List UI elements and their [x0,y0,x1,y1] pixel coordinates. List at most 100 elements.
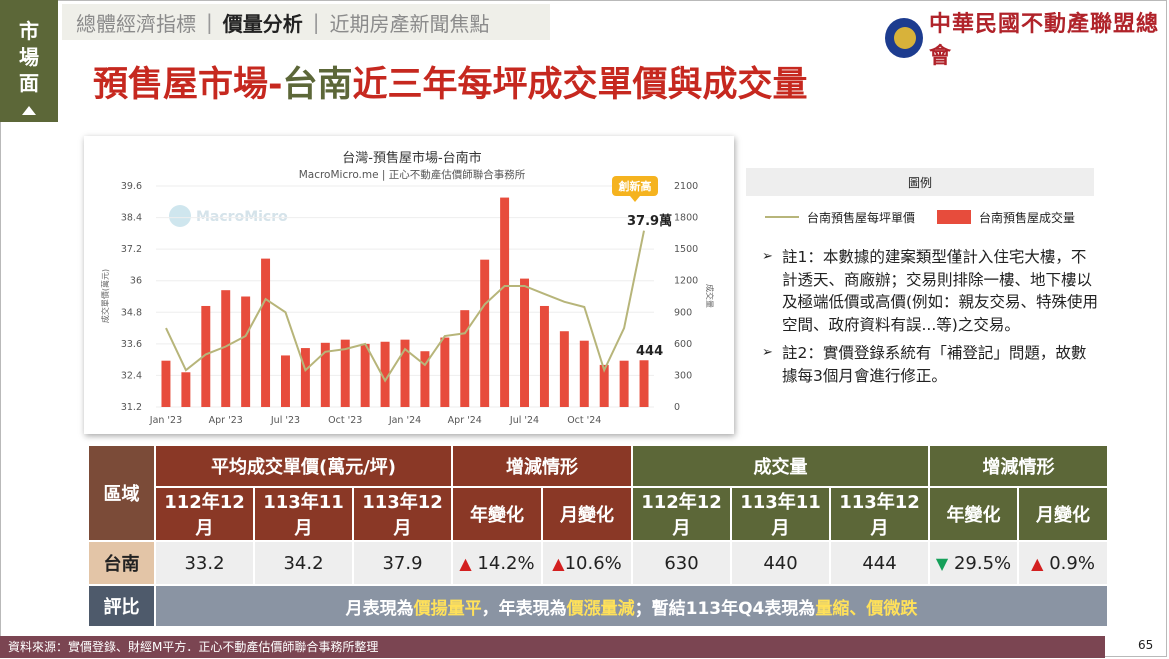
left-tick-label: 36 [130,276,142,287]
triangle-up-icon [22,106,36,115]
volume-bar [539,305,549,407]
nav-tab-news[interactable]: 近期房產新聞焦點 [329,11,490,36]
volume-bar [261,258,271,407]
volume-header: 成交量 [633,446,929,486]
table-cell: ▲10.6% [543,542,631,584]
region-header: 區域 [89,446,154,540]
volume-bar [480,259,490,407]
nav-bar: 總體經濟指標 | 價量分析 | 近期房產新聞焦點 [62,4,550,40]
table-cell: 33.2 [156,542,253,584]
right-tick-label: 1200 [674,276,698,287]
vol-yoy-value: 29.5% [953,552,1012,574]
eval-part: 月表現為 [345,598,414,619]
sub-header: 月變化 [1019,488,1108,540]
nav-tab-macro[interactable]: 總體經濟指標 [76,11,196,36]
right-tick-label: 600 [674,339,692,350]
section-tab-char: 面 [19,71,39,95]
left-tick-label: 33.6 [121,339,142,350]
emblem-icon [885,18,923,58]
table-cell: 34.2 [255,542,352,584]
volume-bar [161,360,171,407]
sub-header: 月變化 [543,488,631,540]
eval-highlight: 量縮、價微跌 [815,598,918,619]
chart-panel: 台灣-預售屋市場-台南市 MacroMicro.me | 正心不動產估價師聯合事… [84,136,734,434]
combo-chart: 台灣-預售屋市場-台南市 MacroMicro.me | 正心不動產估價師聯合事… [100,150,715,426]
page-title: 預售屋市場-台南近三年每坪成交單價與成交量 [93,56,808,107]
eval-highlight: 價漲量減 [566,598,635,619]
price-change-header: 增減情形 [453,446,631,486]
nav-tab-price-volume[interactable]: 價量分析 [222,11,303,36]
left-tick-label: 39.6 [121,181,142,192]
evaluation-text: 月表現為價揚量平，年表現為價漲量減；暫結113年Q4表現為量縮、價微跌 [156,586,1108,626]
note-item: ➢ 註1：本數據的建案類型僅計入住宅大樓，不計透天、商廠辦；交易則排除一樓、地下… [762,246,1100,336]
right-tick-label: 300 [674,370,692,381]
volume-change-header: 增減情形 [930,446,1108,486]
down-triangle-icon: ▼ [935,553,949,573]
x-tick-label: Jan '24 [388,415,421,426]
arrow-bullet-icon: ➢ [762,249,773,264]
nav-separator: | [206,10,213,34]
volume-bar [400,339,410,407]
table-cell: ▼ 29.5% [930,542,1018,584]
title-part: 預售屋市場- [93,65,283,105]
left-axis-label: 成交單價(萬元) [100,269,110,323]
table-cell: 440 [732,542,829,584]
legend-line-label: 台南預售屋每坪單價 [806,210,915,225]
right-tick-label: 900 [674,307,692,318]
volume-bar [360,343,370,407]
volume-bar [440,337,450,407]
sub-header: 年變化 [930,488,1018,540]
note-text: 註2：實價登錄系統有「補登記」問題，故數據每3個月會進行修正。 [782,344,1087,385]
title-part: 近三年每坪成交單價與成交量 [352,65,808,105]
record-high-badge: 創新高 [612,176,658,202]
region-name: 台南 [89,542,154,584]
x-tick-label: Apr '23 [209,415,243,426]
left-tick-label: 38.4 [121,213,142,224]
vol-mom-value: 0.9% [1049,552,1095,574]
volume-bar [460,310,470,407]
volume-bar [639,360,649,407]
volume-bar [559,331,569,407]
sub-header: 113年12月 [354,488,451,540]
volume-bar [500,197,510,407]
section-tab[interactable]: 市 場 面 [0,0,58,122]
right-axis-label: 成交量 [705,284,715,308]
volume-bar [181,372,191,407]
up-triangle-icon: ▲ [552,553,565,573]
logo-text: 中華民國不動產聯盟總會 [928,11,1159,69]
volume-bar [420,351,430,407]
volume-bar [320,342,330,407]
table-cell: ▲ 14.2% [453,542,541,584]
left-tick-label: 37.2 [121,244,142,255]
right-tick-label: 0 [674,402,680,413]
sub-header: 112年12月 [156,488,253,540]
chart-subtitle: MacroMicro.me | 正心不動產估價師聯合事務所 [299,168,526,181]
volume-bar [201,305,211,407]
table-cell: ▲ 0.9% [1019,542,1108,584]
arrow-bullet-icon: ➢ [762,345,773,360]
page-number: 65 [1138,638,1154,652]
volume-bar [300,348,310,407]
volume-bar [280,355,290,407]
source-footer: 資料來源：實價登錄、財經M平方．正心不動產估價師聯合事務所整理 [0,636,1105,658]
organization-logo: 中華民國不動產聯盟總會 [885,6,1169,70]
chart-title: 台灣-預售屋市場-台南市 [342,150,481,166]
sub-header: 年變化 [453,488,541,540]
sub-header: 113年12月 [831,488,929,540]
legend-items: 台南預售屋每坪單價 台南預售屋成交量 [746,196,1094,238]
note-text: 註1：本數據的建案類型僅計入住宅大樓，不計透天、商廠辦；交易則排除一樓、地下樓以… [782,248,1099,334]
badge-text: 創新高 [618,179,652,193]
legend-bar-label: 台南預售屋成交量 [979,210,1076,225]
left-tick-label: 32.4 [121,370,142,381]
volume-bar [599,364,609,407]
volume-bar [241,296,251,407]
volume-bar [221,290,231,407]
line-swatch-icon [764,216,799,218]
x-tick-label: Jan '23 [149,415,182,426]
x-tick-label: Jul '24 [509,415,539,426]
x-tick-label: Jul '23 [270,415,300,426]
summary-table: 區域 平均成交單價(萬元/坪) 增減情形 成交量 增減情形 112年12月 11… [87,444,1109,628]
volume-annotation: 444 [636,344,663,359]
notes: ➢ 註1：本數據的建案類型僅計入住宅大樓，不計透天、商廠辦；交易則排除一樓、地下… [762,246,1100,393]
right-tick-label: 1800 [674,213,698,224]
